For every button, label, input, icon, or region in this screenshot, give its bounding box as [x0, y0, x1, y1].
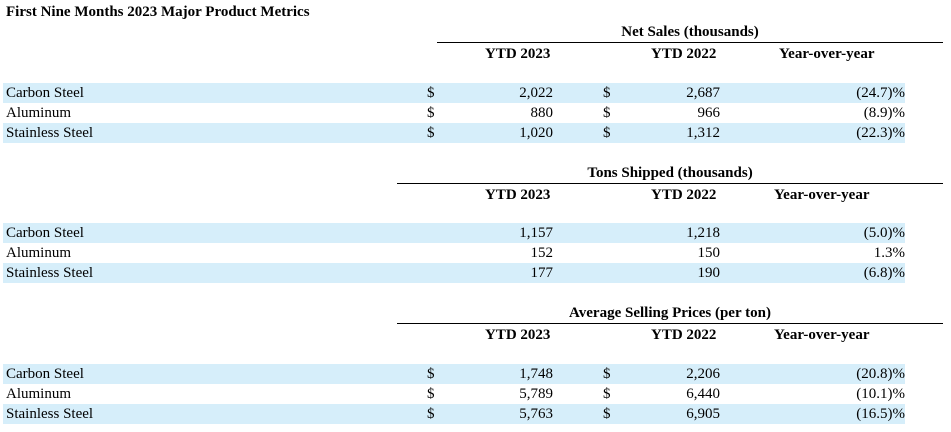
value-ytd-2022: 966: [697, 105, 721, 121]
row-label: Carbon Steel: [6, 225, 84, 241]
currency-symbol: $: [427, 366, 435, 382]
row-label: Aluminum: [6, 386, 72, 402]
value-ytd-2023: 5,763: [519, 406, 553, 422]
value-yoy: 1.3%: [873, 245, 905, 261]
value-ytd-2022: 150: [697, 245, 721, 261]
table-row: Carbon Steel $ 1,748 $ 2,206 (20.8)%: [3, 364, 905, 384]
row-label: Aluminum: [6, 245, 72, 261]
row-label: Aluminum: [6, 105, 72, 121]
value-ytd-2022: 2,206: [686, 366, 720, 382]
value-ytd-2023: 880: [530, 105, 554, 121]
table-row: Carbon Steel 1,157 1,218 (5.0)%: [3, 223, 905, 243]
row-label: Carbon Steel: [6, 366, 84, 382]
table-row: Aluminum 152 150 1.3%: [3, 243, 905, 263]
section-header-tons-shipped: Tons Shipped (thousands): [397, 163, 943, 184]
currency-symbol: $: [427, 125, 435, 141]
row-label: Carbon Steel: [6, 85, 84, 101]
value-ytd-2022: 190: [697, 265, 721, 281]
value-yoy: (5.0)%: [863, 225, 905, 241]
currency-symbol: $: [427, 105, 435, 121]
value-yoy: (8.9)%: [863, 105, 905, 121]
value-yoy: (6.8)%: [863, 265, 905, 281]
value-yoy: (24.7)%: [856, 85, 905, 101]
column-header-yoy: Year-over-year: [774, 187, 870, 203]
currency-symbol: $: [603, 386, 611, 402]
value-ytd-2022: 6,440: [686, 386, 720, 402]
table-row: Aluminum $ 880 $ 966 (8.9)%: [3, 103, 905, 123]
value-ytd-2023: 2,022: [519, 85, 553, 101]
table-row: Aluminum $ 5,789 $ 6,440 (10.1)%: [3, 384, 905, 404]
currency-symbol: $: [427, 85, 435, 101]
value-ytd-2022: 1,312: [686, 125, 720, 141]
value-yoy: (16.5)%: [856, 406, 905, 422]
value-ytd-2023: 5,789: [519, 386, 553, 402]
section-header-avg-selling-prices: Average Selling Prices (per ton): [397, 303, 943, 324]
row-label: Stainless Steel: [6, 125, 94, 141]
column-header-ytd-2022: YTD 2022: [651, 327, 717, 343]
column-header-yoy: Year-over-year: [774, 327, 870, 343]
table-row: Stainless Steel 177 190 (6.8)%: [3, 263, 905, 283]
page-title: First Nine Months 2023 Major Product Met…: [6, 4, 310, 20]
currency-symbol: $: [603, 406, 611, 422]
value-ytd-2023: 1,748: [519, 366, 553, 382]
currency-symbol: $: [603, 85, 611, 101]
column-header-ytd-2022: YTD 2022: [651, 46, 717, 62]
column-header-ytd-2023: YTD 2023: [485, 187, 551, 203]
value-ytd-2023: 1,157: [519, 225, 553, 241]
table-row: Stainless Steel $ 1,020 $ 1,312 (22.3)%: [3, 123, 905, 143]
currency-symbol: $: [427, 386, 435, 402]
value-ytd-2023: 152: [530, 245, 554, 261]
value-yoy: (22.3)%: [856, 125, 905, 141]
currency-symbol: $: [603, 125, 611, 141]
value-yoy: (20.8)%: [856, 366, 905, 382]
table-row: Stainless Steel $ 5,763 $ 6,905 (16.5)%: [3, 404, 905, 424]
currency-symbol: $: [427, 406, 435, 422]
currency-symbol: $: [603, 366, 611, 382]
value-ytd-2022: 6,905: [686, 406, 720, 422]
row-label: Stainless Steel: [6, 265, 94, 281]
value-ytd-2023: 1,020: [519, 125, 553, 141]
currency-symbol: $: [603, 105, 611, 121]
section-header-net-sales: Net Sales (thousands): [437, 22, 943, 43]
value-ytd-2022: 1,218: [686, 225, 720, 241]
value-ytd-2023: 177: [530, 265, 554, 281]
row-label: Stainless Steel: [6, 406, 94, 422]
value-yoy: (10.1)%: [856, 386, 905, 402]
value-ytd-2022: 2,687: [686, 85, 720, 101]
column-header-ytd-2023: YTD 2023: [485, 327, 551, 343]
column-header-ytd-2022: YTD 2022: [651, 187, 717, 203]
column-header-ytd-2023: YTD 2023: [485, 46, 551, 62]
column-header-yoy: Year-over-year: [779, 46, 875, 62]
table-row: Carbon Steel $ 2,022 $ 2,687 (24.7)%: [3, 83, 905, 103]
